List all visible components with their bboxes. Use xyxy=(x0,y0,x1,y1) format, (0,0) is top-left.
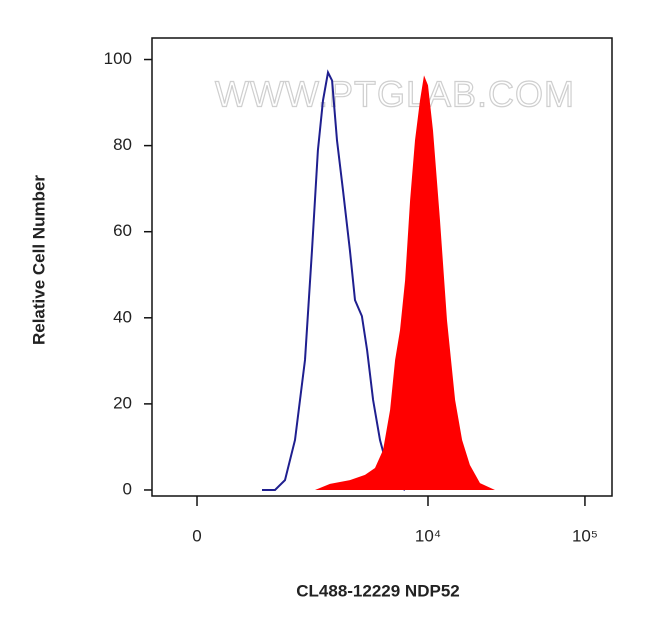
y-tick-label: 20 xyxy=(113,393,132,412)
plot-frame xyxy=(151,37,613,497)
y-tick-label: 60 xyxy=(113,221,132,240)
y-tick-label: 100 xyxy=(104,49,132,68)
x-tick-label: 10⁴ xyxy=(415,526,441,545)
filled-histogram xyxy=(315,75,505,491)
y-tick-label: 40 xyxy=(113,307,132,326)
y-tick-label: 80 xyxy=(113,135,132,154)
histogram-line xyxy=(262,69,406,491)
watermark: WWW.PTGLAB.COM xyxy=(215,74,575,115)
x-tick-label: 10⁵ xyxy=(572,526,598,545)
y-axis-title: Relative Cell Number xyxy=(29,175,48,345)
x-axis-title: CL488-12229 NDP52 xyxy=(296,581,459,600)
y-tick-label: 0 xyxy=(123,479,132,498)
x-tick-label: 0 xyxy=(192,526,201,545)
